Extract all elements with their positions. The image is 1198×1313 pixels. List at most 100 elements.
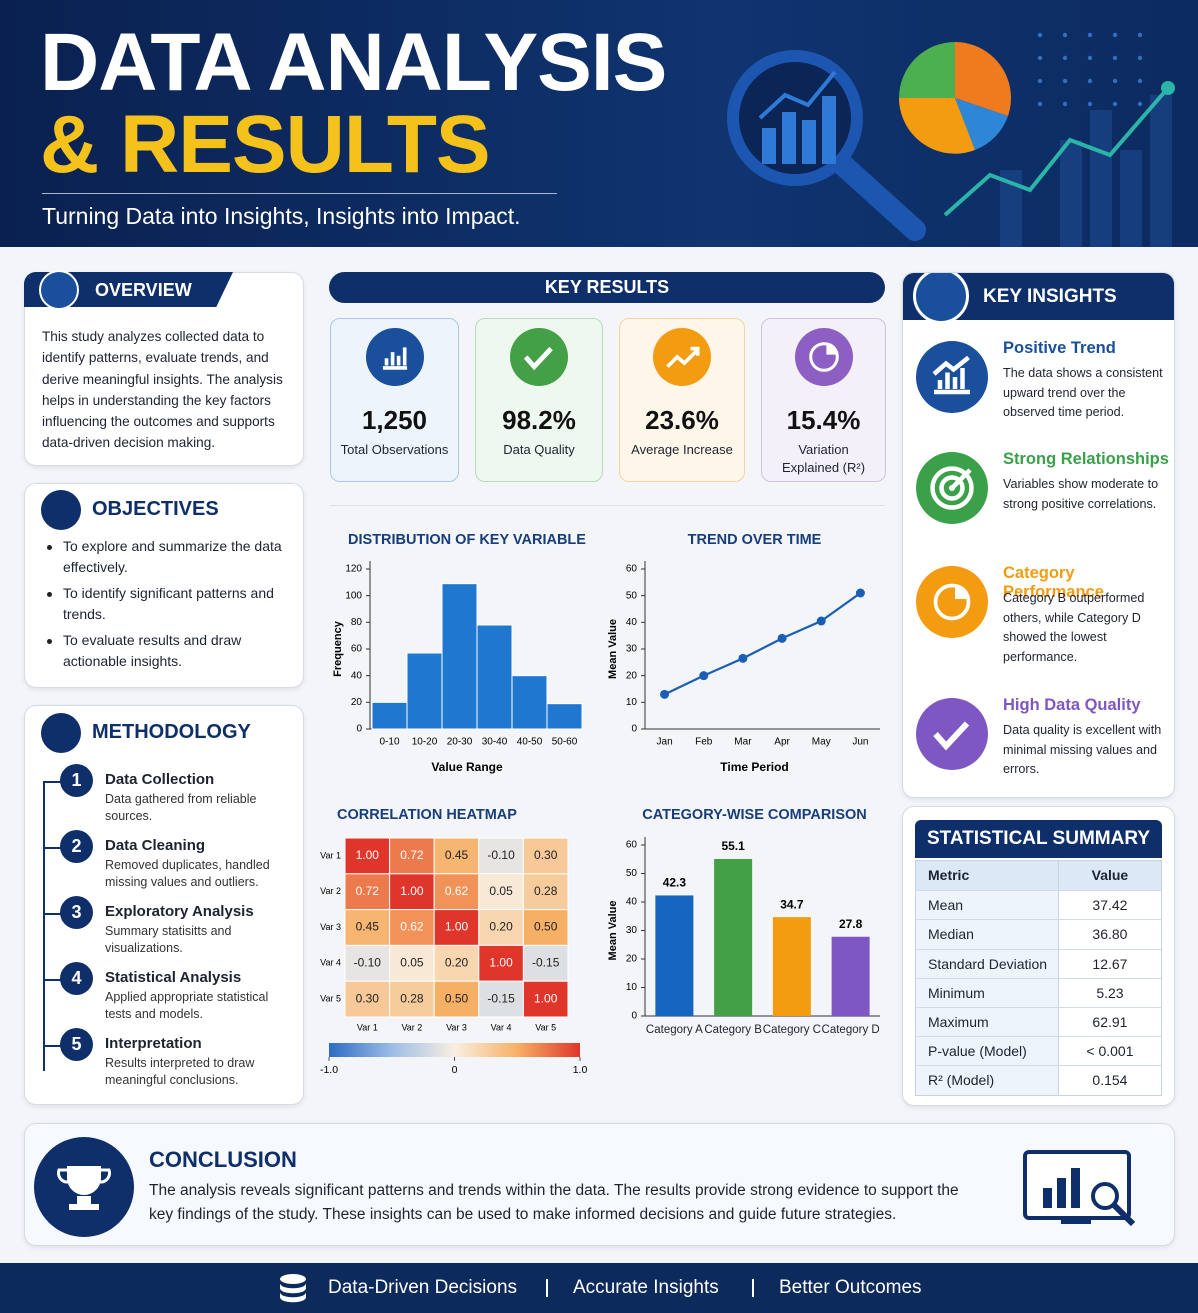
y-tick-label: 60 bbox=[626, 564, 638, 575]
separator bbox=[752, 1279, 754, 1297]
chart-title: CATEGORY-WISE COMPARISON bbox=[642, 807, 867, 823]
magnifier-bars bbox=[762, 96, 836, 164]
decoration bbox=[782, 112, 796, 164]
cell-label: 1.00 bbox=[445, 920, 469, 934]
decoration bbox=[1062, 101, 1068, 107]
insights-title: KEY INSIGHTS bbox=[983, 286, 1117, 307]
y-tick-label: 30 bbox=[626, 925, 638, 936]
chart-title: DISTRIBUTION OF KEY VARIABLE bbox=[348, 532, 586, 548]
step-number: 4 bbox=[60, 962, 93, 995]
result-value: 23.6% bbox=[645, 405, 719, 435]
chart-svg: TREND OVER TIME 0 10 20 30 40 50 60 Mean Value Ti… bbox=[607, 532, 880, 774]
cell-label: -0.15 bbox=[532, 955, 560, 969]
objectives-title: OBJECTIVES bbox=[92, 498, 219, 520]
decoration bbox=[1120, 150, 1142, 247]
chart: CORRELATION HEATMAP Var 1 1.00 0.72 0.45 -0.1… bbox=[310, 795, 600, 1085]
cell-label: 0.05 bbox=[489, 884, 513, 898]
heat-cell bbox=[389, 980, 435, 1018]
result-value: 1,250 bbox=[361, 405, 428, 435]
decoration bbox=[1043, 1188, 1052, 1208]
separator bbox=[546, 1279, 548, 1297]
decoration bbox=[1062, 32, 1068, 38]
cell-label: 0.28 bbox=[400, 991, 424, 1005]
cell-label: 0.30 bbox=[356, 991, 380, 1005]
heat-cell bbox=[433, 909, 480, 946]
connector bbox=[44, 847, 62, 849]
chart-svg: CATEGORY-WISE COMPARISON 0 10 20 30 40 50 60 Mea… bbox=[607, 807, 880, 1022]
decoration bbox=[1087, 55, 1093, 61]
table-cell: Mean bbox=[916, 891, 1058, 920]
y-tick-label: 10 bbox=[626, 982, 638, 993]
methodology-panel: METHODOLOGY 1 Data Collection Data gathere… bbox=[24, 705, 304, 1105]
chart-svg: DISTRIBUTION OF KEY VARIABLE 0 20 40 60 80 100… bbox=[332, 532, 586, 774]
x-tick-label: Category C bbox=[762, 1024, 821, 1036]
table-cell: 36.80 bbox=[1057, 920, 1161, 949]
step-title: Data Collection bbox=[105, 771, 215, 788]
decoration bbox=[67, 1166, 101, 1210]
x-tick-label: Category D bbox=[821, 1024, 880, 1036]
database-icon bbox=[280, 1274, 306, 1303]
heat-cell bbox=[478, 909, 524, 946]
conclusion-panel: CONCLUSION The analysis reveals signific… bbox=[24, 1123, 1175, 1246]
rule bbox=[42, 193, 557, 194]
heat-cell bbox=[433, 980, 480, 1018]
insight-text: Category B outperformed others, while Ca… bbox=[1003, 591, 1145, 664]
y-tick-label: 20 bbox=[351, 697, 363, 708]
connector bbox=[44, 1045, 62, 1047]
insights-panel: KEY INSIGHTS Positive Trend The data show… bbox=[902, 272, 1175, 798]
table-cell: Median bbox=[916, 920, 1058, 949]
header-art bbox=[727, 32, 1175, 247]
decoration bbox=[1071, 1168, 1080, 1208]
overview-icon bbox=[39, 270, 79, 310]
cell-label: 1.00 bbox=[356, 848, 380, 862]
decoration bbox=[1087, 101, 1093, 107]
decoration bbox=[382, 347, 407, 370]
histogram-bar bbox=[476, 624, 513, 730]
decoration bbox=[955, 584, 970, 599]
objective-text: To explore and summarize the data effect… bbox=[63, 538, 282, 575]
x-tick-label: 30-40 bbox=[482, 737, 508, 748]
insight-text: Variables show moderate to strong positi… bbox=[1003, 477, 1159, 511]
cell-label: 0.28 bbox=[534, 884, 558, 898]
decoration bbox=[808, 342, 839, 372]
result-card: 98.2% Data Quality bbox=[475, 318, 603, 482]
decoration bbox=[1037, 32, 1043, 38]
footer-item: Data-Driven Decisions bbox=[328, 1277, 518, 1298]
decoration bbox=[802, 120, 816, 164]
cell-label: 1.00 bbox=[400, 884, 424, 898]
decoration bbox=[365, 328, 424, 386]
heat-cell bbox=[478, 980, 524, 1018]
y-tick-label: 120 bbox=[345, 564, 362, 575]
y-axis-label: Frequency bbox=[332, 620, 344, 677]
icon bbox=[510, 328, 568, 386]
insight-title: Category Performance bbox=[1003, 564, 1104, 601]
point bbox=[699, 671, 709, 681]
heat-cell bbox=[344, 944, 391, 982]
table-cell: Standard Deviation bbox=[916, 949, 1058, 978]
histogram-bar bbox=[406, 652, 443, 730]
decoration bbox=[1060, 140, 1082, 247]
footer-item: Accurate Insights bbox=[573, 1277, 719, 1298]
insights-icon bbox=[913, 273, 969, 324]
overview-panel: OVERVIEW This study analyzes collected d… bbox=[24, 270, 304, 466]
y-tick-label: 60 bbox=[351, 644, 363, 655]
cell-label: 0.20 bbox=[445, 955, 469, 969]
decoration bbox=[1112, 32, 1118, 38]
pie-art bbox=[899, 42, 1011, 154]
y-tick-label: 20 bbox=[626, 954, 638, 965]
table-cell: < 0.001 bbox=[1057, 1037, 1161, 1066]
decoration bbox=[1111, 1202, 1136, 1227]
table-cell: Metric bbox=[916, 861, 1058, 891]
cell-label: 0.20 bbox=[489, 920, 513, 934]
decoration bbox=[762, 128, 776, 164]
decoration bbox=[930, 466, 974, 510]
decoration bbox=[899, 98, 975, 154]
y-tick-label: 40 bbox=[626, 617, 638, 628]
decoration bbox=[939, 475, 965, 501]
value-label: 55.1 bbox=[721, 839, 745, 853]
result-value: 98.2% bbox=[502, 405, 576, 435]
chart: TREND OVER TIME 0 10 20 30 40 50 60 Mean Value Ti… bbox=[600, 520, 885, 785]
decoration bbox=[1137, 78, 1143, 84]
histogram-bar bbox=[511, 675, 548, 730]
x-axis-label: Time Period bbox=[720, 760, 788, 774]
